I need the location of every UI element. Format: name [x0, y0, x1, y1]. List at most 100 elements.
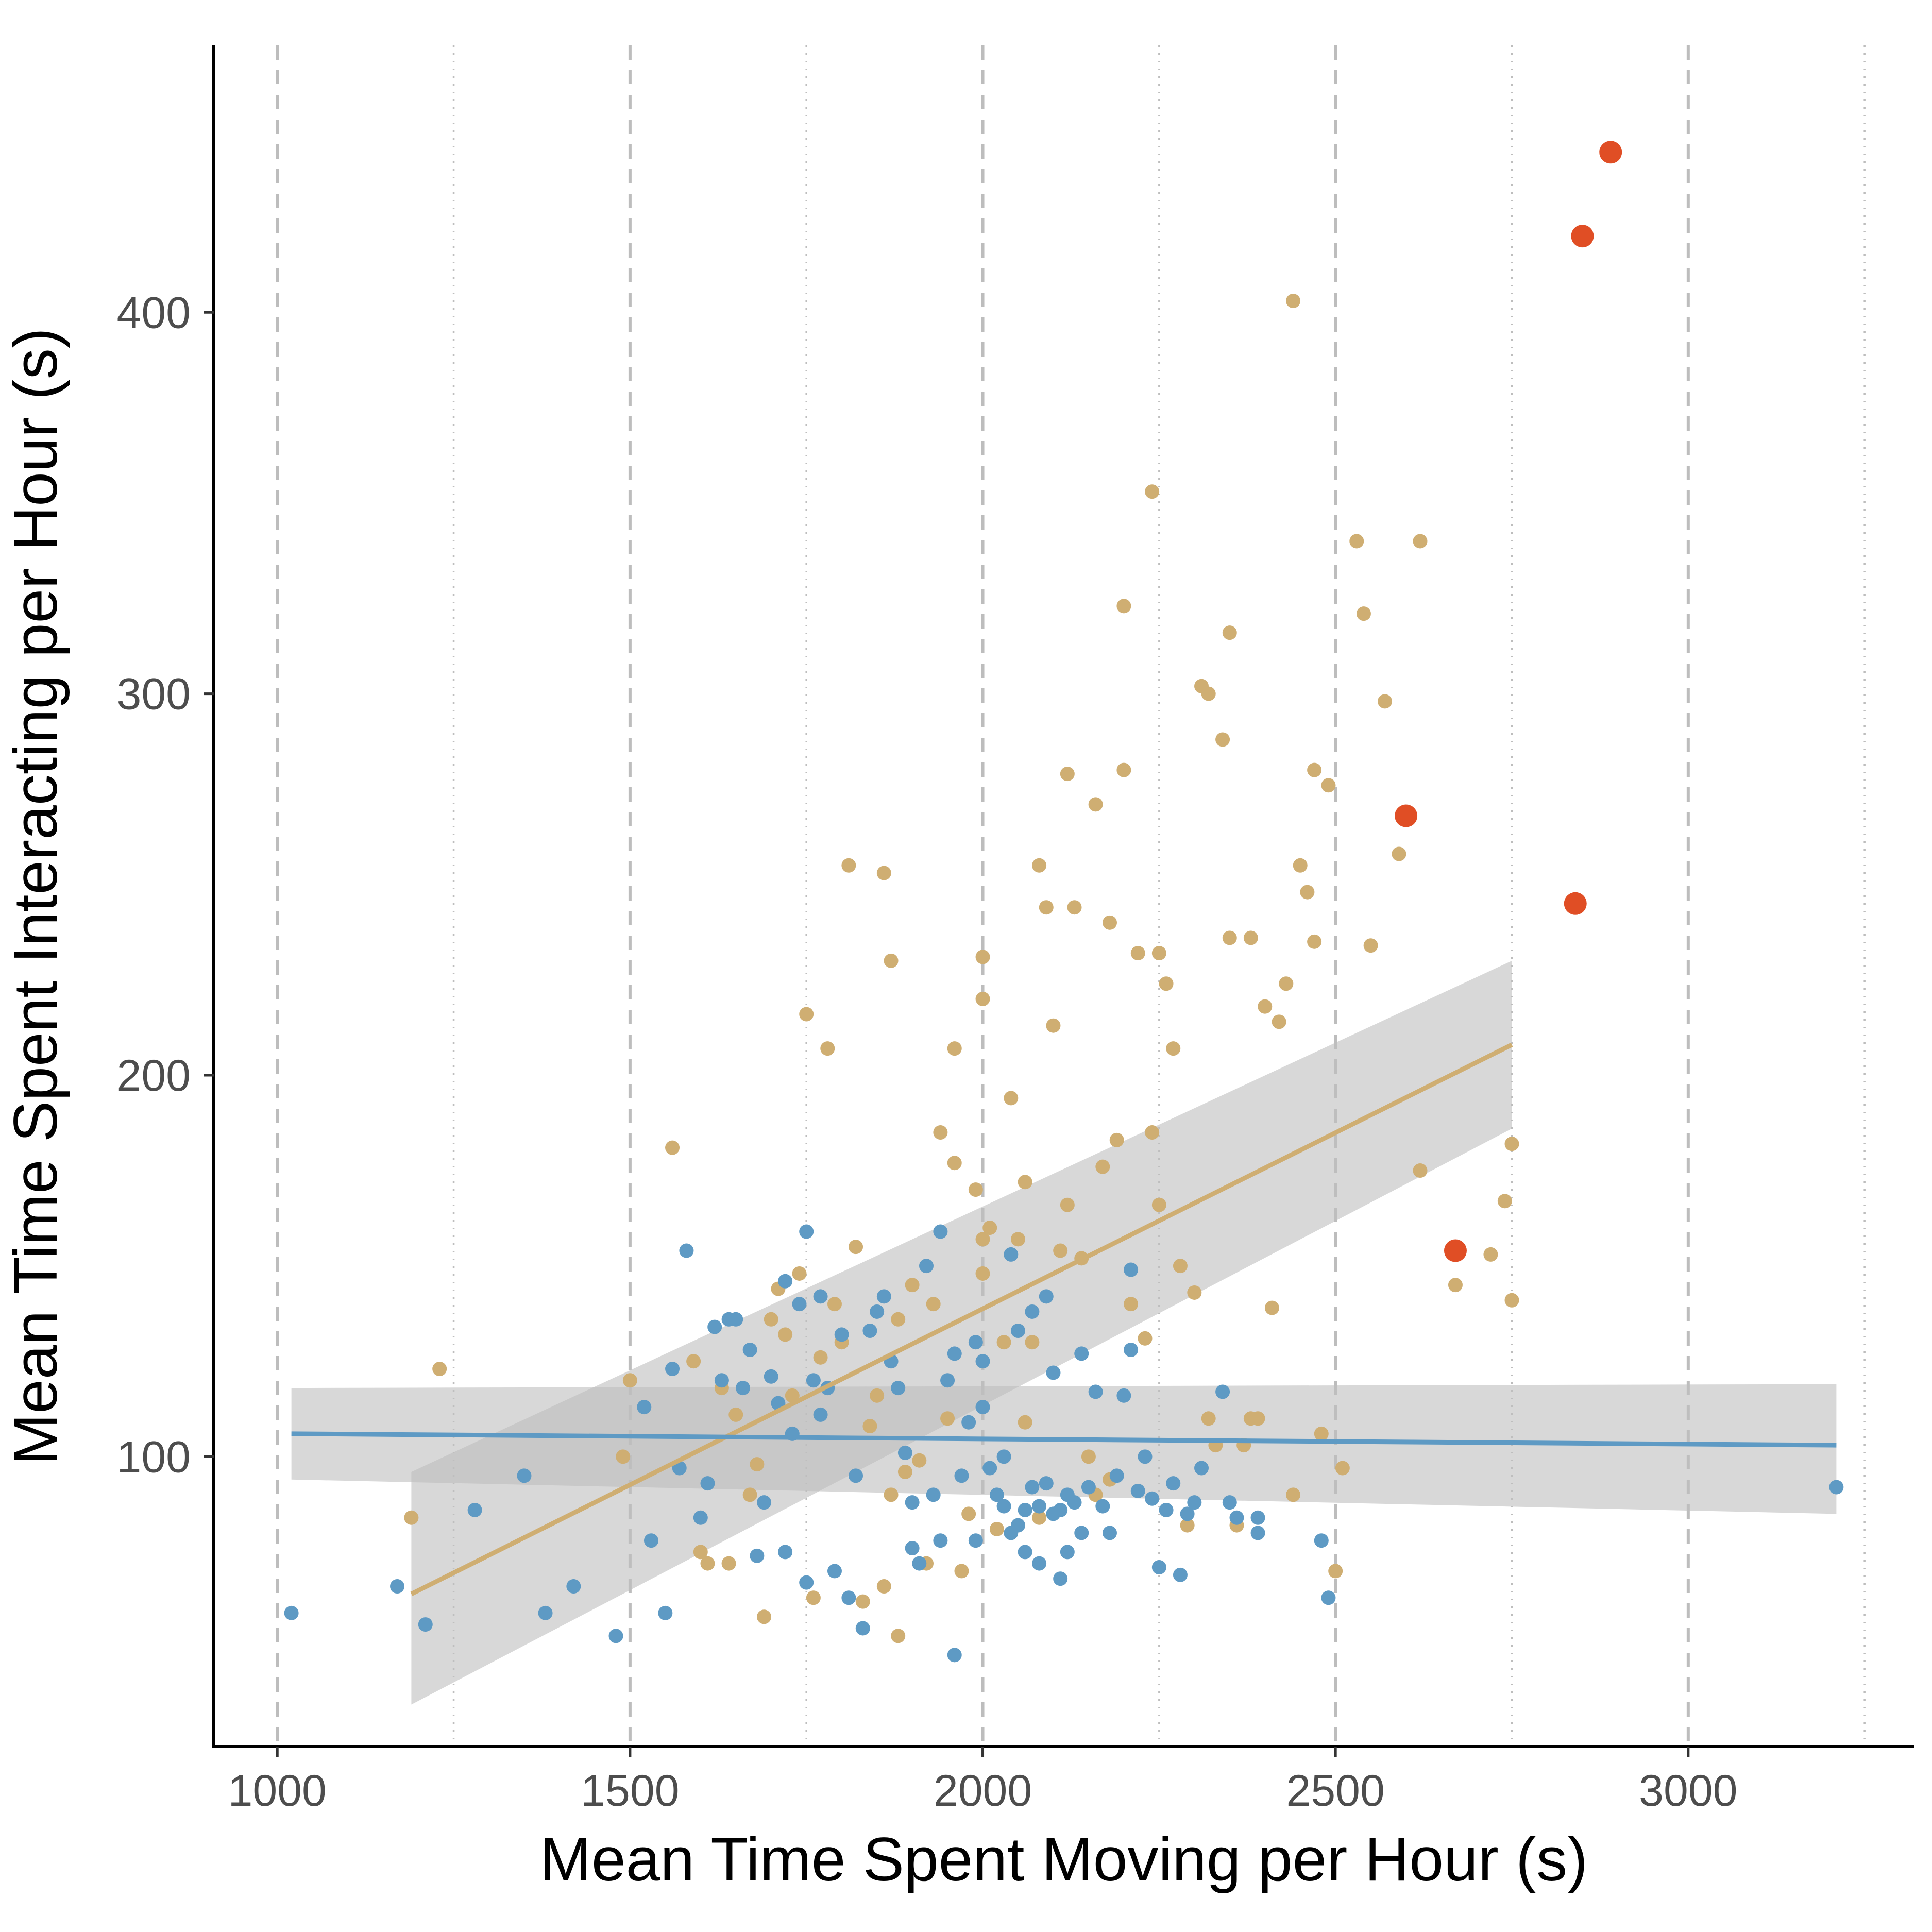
data-point — [912, 1453, 927, 1468]
data-point — [1448, 1278, 1463, 1293]
data-point — [862, 1419, 877, 1434]
data-point — [467, 1502, 482, 1517]
data-point — [792, 1266, 807, 1281]
data-point — [905, 1541, 920, 1556]
data-point — [1018, 1545, 1032, 1560]
data-point — [813, 1289, 828, 1304]
data-point — [1497, 1194, 1512, 1209]
data-point — [700, 1476, 715, 1491]
data-point — [1039, 1289, 1054, 1304]
data-point — [1032, 1499, 1047, 1514]
data-point — [1151, 1197, 1166, 1212]
data-point — [1307, 762, 1322, 777]
data-point — [1187, 1285, 1202, 1300]
data-point — [608, 1629, 623, 1643]
data-point — [432, 1362, 447, 1377]
data-point — [1010, 1232, 1025, 1247]
data-point — [1074, 1526, 1089, 1540]
data-point — [827, 1297, 842, 1312]
x-tick-label: 3000 — [1639, 1766, 1737, 1816]
data-point — [1349, 534, 1364, 549]
data-point — [968, 1533, 983, 1548]
data-point — [1018, 1415, 1032, 1430]
data-point — [813, 1350, 828, 1365]
data-point — [841, 858, 856, 873]
data-point — [996, 1335, 1011, 1350]
x-tick-label: 1000 — [228, 1766, 327, 1816]
data-point — [897, 1445, 912, 1460]
data-point — [933, 1533, 948, 1548]
data-point — [1321, 778, 1336, 793]
data-point — [735, 1381, 750, 1396]
data-point — [1039, 900, 1054, 915]
data-point — [1300, 885, 1315, 900]
data-point — [820, 1041, 835, 1056]
data-point — [1053, 1502, 1068, 1517]
data-point — [1025, 1335, 1040, 1350]
data-point — [707, 1319, 722, 1334]
data-point — [1116, 1388, 1131, 1403]
data-point — [1060, 767, 1075, 782]
x-tick-label: 2500 — [1286, 1766, 1385, 1816]
data-point — [728, 1407, 743, 1422]
data-point — [876, 1579, 891, 1594]
data-point — [1180, 1518, 1195, 1533]
data-point — [947, 1648, 962, 1663]
data-point — [954, 1468, 969, 1483]
data-point — [940, 1373, 955, 1388]
data-point — [757, 1609, 772, 1624]
data-point — [1229, 1510, 1244, 1525]
data-point — [982, 1461, 997, 1476]
data-point — [404, 1510, 419, 1525]
data-point — [827, 1564, 842, 1579]
data-point — [1483, 1247, 1498, 1262]
data-point — [989, 1487, 1004, 1502]
data-point — [1286, 294, 1301, 309]
data-point — [1109, 1468, 1124, 1483]
data-point — [1444, 1239, 1467, 1262]
data-point — [1151, 946, 1166, 961]
data-point — [566, 1579, 581, 1594]
data-point — [1124, 1297, 1139, 1312]
data-point — [1116, 762, 1131, 777]
data-point — [1010, 1518, 1025, 1533]
y-tick-label: 300 — [117, 670, 191, 719]
data-point — [813, 1407, 828, 1422]
data-point — [700, 1556, 715, 1571]
data-point — [1173, 1567, 1188, 1582]
data-point — [961, 1415, 976, 1430]
data-point — [947, 1041, 962, 1056]
data-point — [1250, 1510, 1265, 1525]
data-point — [933, 1125, 948, 1140]
data-point — [1032, 858, 1047, 873]
data-point — [891, 1312, 906, 1327]
data-point — [834, 1327, 849, 1342]
data-point — [968, 1335, 983, 1350]
data-point — [728, 1312, 743, 1327]
data-point — [1130, 946, 1145, 961]
data-point — [1215, 732, 1230, 747]
data-point — [418, 1617, 433, 1632]
data-point — [1194, 1461, 1209, 1476]
data-point — [1067, 1495, 1082, 1510]
data-point — [975, 950, 990, 964]
data-point — [876, 1289, 891, 1304]
data-point — [1145, 1125, 1160, 1140]
data-point — [1095, 1159, 1110, 1174]
data-point — [1010, 1324, 1025, 1338]
data-point — [1060, 1197, 1075, 1212]
x-tick-label: 1500 — [581, 1766, 679, 1816]
data-point — [1081, 1449, 1096, 1464]
data-point — [891, 1381, 906, 1396]
data-point — [799, 1007, 814, 1022]
data-point — [1166, 1041, 1181, 1056]
data-point — [1321, 1590, 1336, 1605]
data-point — [1004, 1247, 1019, 1262]
data-point — [764, 1369, 778, 1384]
data-point — [686, 1354, 701, 1369]
data-point — [1180, 1506, 1195, 1521]
data-point — [750, 1548, 765, 1563]
data-point — [870, 1388, 885, 1403]
data-point — [1564, 892, 1587, 915]
data-point — [665, 1362, 680, 1377]
